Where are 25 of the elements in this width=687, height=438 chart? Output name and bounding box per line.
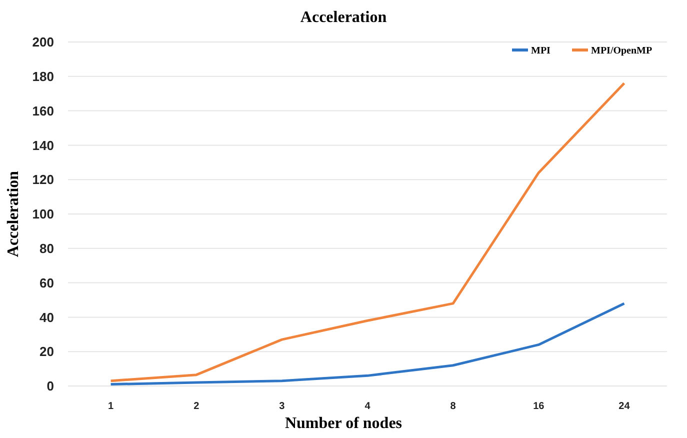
legend-label: MPI — [531, 46, 551, 56]
y-tick-label: 0 — [46, 378, 54, 394]
y-tick-label: 120 — [32, 172, 54, 188]
y-tick-label: 80 — [40, 240, 54, 256]
y-tick-label: 60 — [40, 275, 54, 290]
x-tick-label: 4 — [364, 401, 371, 412]
y-axis-title: Acceleration — [5, 170, 22, 258]
line-series — [110, 302, 626, 386]
legend-label: MPI/OpenMP — [591, 46, 652, 56]
y-tick-label: 160 — [32, 103, 54, 118]
x-tick-label: 2 — [194, 401, 200, 412]
x-tick-label: 1 — [108, 401, 114, 412]
y-tick-label: 140 — [32, 138, 54, 153]
x-axis-title: Number of nodes — [284, 415, 402, 432]
y-tick-label: 180 — [32, 68, 54, 84]
y-tick-label: 40 — [40, 310, 54, 325]
x-tick-label: 3 — [279, 401, 286, 412]
y-tick-label: 200 — [32, 34, 54, 50]
line-series — [110, 82, 626, 382]
x-tick-label: 16 — [533, 401, 545, 412]
chart-title: Acceleration — [300, 9, 387, 26]
x-tick-label: 24 — [618, 401, 630, 412]
y-tick-label: 20 — [40, 344, 54, 360]
x-tick-label: 8 — [450, 401, 456, 412]
y-tick-label: 100 — [32, 206, 54, 222]
